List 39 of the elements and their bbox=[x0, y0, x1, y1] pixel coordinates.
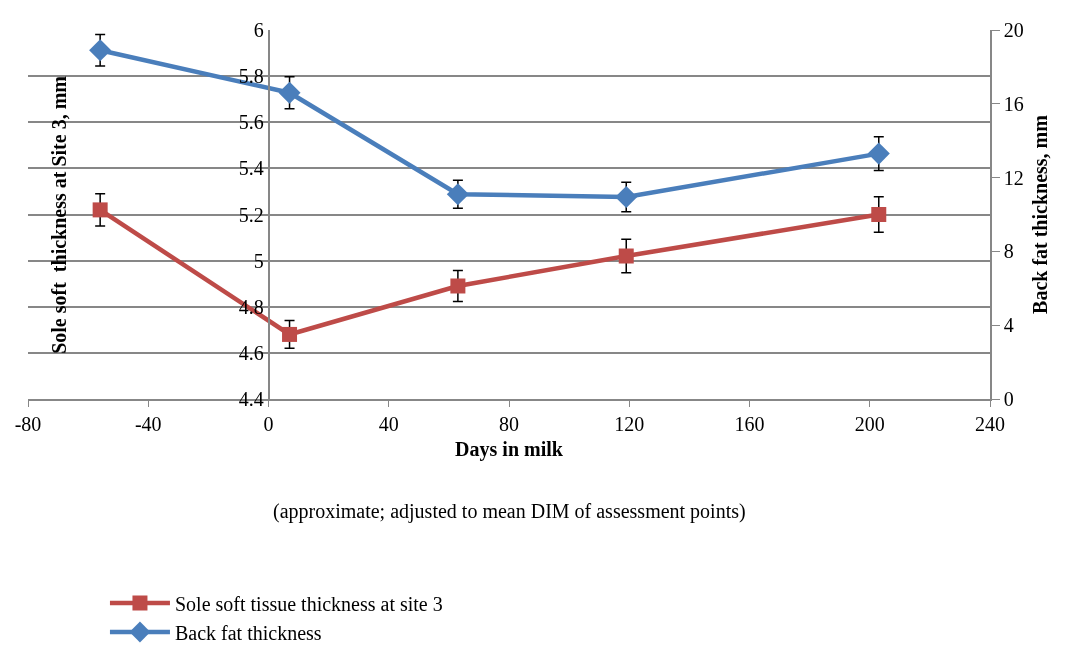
point bbox=[450, 278, 466, 294]
legend-label: Sole soft tissue thickness at site 3 bbox=[174, 592, 443, 615]
x-tick-label: 160 bbox=[734, 412, 765, 435]
y2-tick-label: 12 bbox=[1003, 166, 1024, 189]
y-tick-label: 6 bbox=[253, 19, 264, 41]
x-tick-label: -80 bbox=[14, 412, 42, 435]
point bbox=[867, 142, 890, 165]
y2-tick-label: 20 bbox=[1003, 19, 1024, 41]
y-tick-label: 5.8 bbox=[238, 65, 264, 88]
y2-axis-title: Back fat thickness, mm bbox=[1028, 114, 1051, 314]
y2-tick-label: 0 bbox=[1003, 388, 1014, 410]
x-tick-label: 240 bbox=[975, 412, 1005, 435]
y2-tick-label: 16 bbox=[1003, 92, 1024, 115]
y-tick-label: 4.6 bbox=[238, 341, 264, 364]
y-tick-label: 5.2 bbox=[238, 203, 264, 226]
point bbox=[871, 207, 887, 222]
point bbox=[615, 185, 638, 209]
x-tick-label: 200 bbox=[854, 412, 885, 435]
y2-tick-label: 4 bbox=[1003, 314, 1014, 337]
point bbox=[92, 202, 108, 218]
x-tick-label: -40 bbox=[134, 412, 162, 435]
y-tick-label: 5.6 bbox=[238, 111, 264, 134]
y2-tick-label: 8 bbox=[1003, 240, 1014, 263]
point bbox=[282, 326, 298, 342]
point bbox=[278, 81, 301, 104]
x-axis-title: Days in milk bbox=[455, 437, 564, 461]
y-tick-label: 4.4 bbox=[238, 388, 264, 410]
point bbox=[89, 39, 112, 62]
point bbox=[618, 248, 634, 264]
y-tick-label: 5 bbox=[253, 249, 264, 272]
text: (approximate; adjusted to mean DIM of assessment points) bbox=[273, 500, 746, 523]
y-tick-label: 5.4 bbox=[238, 157, 264, 180]
x-tick-label: 0 bbox=[263, 412, 274, 435]
x-tick-label: 40 bbox=[378, 412, 399, 435]
x-tick-label: 120 bbox=[614, 412, 645, 435]
point bbox=[446, 183, 469, 206]
y-axis-title: Sole soft thickness at Site 3, mm bbox=[47, 75, 70, 354]
legend-label: Back fat thickness bbox=[174, 621, 322, 644]
x-tick-label: 80 bbox=[499, 412, 519, 435]
